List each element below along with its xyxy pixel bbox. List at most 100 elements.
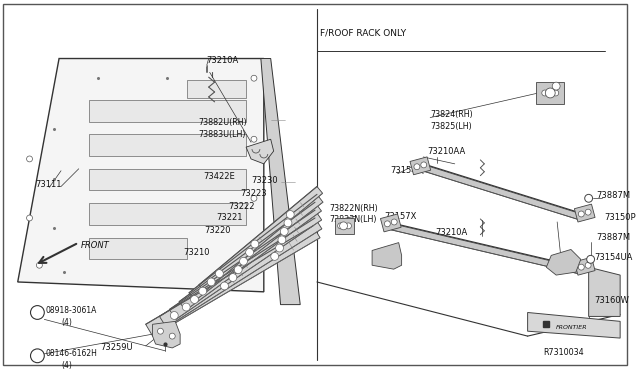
Circle shape	[191, 296, 198, 304]
Bar	[88, 134, 246, 156]
Text: FRONT: FRONT	[81, 241, 109, 250]
Circle shape	[276, 244, 284, 252]
Text: 73223: 73223	[240, 189, 267, 198]
Circle shape	[221, 282, 228, 290]
Text: (4): (4)	[61, 361, 72, 370]
Polygon shape	[372, 243, 402, 269]
Circle shape	[579, 264, 584, 270]
Text: FRONTIER: FRONTIER	[556, 325, 588, 330]
Circle shape	[585, 209, 591, 215]
Circle shape	[216, 270, 223, 278]
Circle shape	[587, 256, 595, 263]
Text: 73259U: 73259U	[100, 343, 133, 352]
Text: 73222: 73222	[228, 202, 255, 211]
Circle shape	[199, 287, 207, 295]
Polygon shape	[527, 312, 620, 338]
Circle shape	[338, 223, 344, 229]
Polygon shape	[246, 139, 274, 164]
Text: 73824(RH): 73824(RH)	[430, 110, 473, 119]
Text: 73230: 73230	[251, 176, 278, 185]
Circle shape	[251, 75, 257, 81]
Polygon shape	[380, 214, 401, 232]
Circle shape	[552, 82, 560, 90]
Circle shape	[542, 90, 548, 96]
Text: 73220: 73220	[205, 226, 231, 235]
Polygon shape	[199, 186, 323, 292]
Circle shape	[251, 195, 257, 201]
Text: 73882U(RH): 73882U(RH)	[199, 118, 248, 127]
Circle shape	[251, 240, 259, 248]
Text: 73210: 73210	[183, 248, 209, 257]
Circle shape	[585, 262, 591, 268]
Circle shape	[36, 262, 42, 268]
Circle shape	[27, 156, 33, 162]
Circle shape	[234, 266, 242, 274]
Text: 08918-3061A: 08918-3061A	[45, 306, 97, 315]
Polygon shape	[335, 218, 355, 234]
Polygon shape	[410, 157, 431, 175]
Polygon shape	[159, 218, 322, 327]
Polygon shape	[547, 250, 580, 275]
Circle shape	[545, 88, 555, 98]
Polygon shape	[574, 257, 595, 275]
Polygon shape	[589, 267, 620, 317]
Circle shape	[182, 303, 190, 311]
Circle shape	[414, 164, 420, 170]
Text: 73823N(LH): 73823N(LH)	[330, 215, 377, 224]
Polygon shape	[146, 226, 320, 336]
Text: 73887M: 73887M	[596, 233, 630, 242]
Circle shape	[579, 211, 584, 217]
Circle shape	[284, 219, 292, 227]
Polygon shape	[189, 194, 323, 301]
Circle shape	[251, 259, 257, 265]
Text: 08146-6162H: 08146-6162H	[45, 349, 97, 358]
Text: (4): (4)	[61, 318, 72, 327]
Polygon shape	[152, 321, 180, 348]
Bar	[88, 238, 187, 259]
Circle shape	[207, 278, 215, 286]
Circle shape	[340, 222, 348, 230]
Polygon shape	[18, 58, 264, 292]
Bar	[88, 100, 246, 122]
Text: N: N	[34, 308, 41, 317]
Text: 73111: 73111	[35, 180, 62, 189]
Text: B: B	[35, 351, 40, 360]
Circle shape	[385, 221, 390, 227]
Bar	[187, 80, 246, 98]
Circle shape	[157, 328, 163, 334]
Circle shape	[229, 273, 237, 282]
Text: 73157X: 73157X	[384, 212, 416, 221]
Bar	[88, 203, 246, 225]
Circle shape	[31, 349, 44, 363]
Circle shape	[251, 136, 257, 142]
Circle shape	[278, 236, 286, 244]
Text: 73422E: 73422E	[204, 172, 236, 181]
Text: 73150P: 73150P	[604, 214, 636, 222]
Polygon shape	[536, 82, 564, 104]
Circle shape	[170, 311, 178, 320]
Circle shape	[391, 219, 397, 225]
Text: 73221: 73221	[216, 214, 243, 222]
Polygon shape	[421, 164, 580, 219]
Bar	[88, 169, 246, 190]
Circle shape	[239, 257, 248, 265]
Text: R7310034: R7310034	[543, 348, 584, 357]
Text: 73883U(LH): 73883U(LH)	[199, 130, 246, 139]
Circle shape	[170, 333, 175, 339]
Circle shape	[31, 305, 44, 320]
Circle shape	[286, 211, 294, 218]
Circle shape	[280, 228, 288, 235]
Text: 73887M: 73887M	[596, 191, 630, 200]
Text: F/ROOF RACK ONLY: F/ROOF RACK ONLY	[320, 28, 406, 38]
Polygon shape	[170, 210, 322, 319]
Text: 73822N(RH): 73822N(RH)	[330, 203, 378, 213]
Circle shape	[420, 162, 427, 168]
Circle shape	[246, 248, 253, 256]
Polygon shape	[179, 202, 321, 310]
Polygon shape	[261, 58, 300, 305]
Circle shape	[346, 223, 351, 229]
Circle shape	[585, 194, 593, 202]
Circle shape	[271, 253, 278, 260]
Text: 73210A: 73210A	[207, 56, 239, 65]
Text: 73210AA: 73210AA	[428, 147, 465, 155]
